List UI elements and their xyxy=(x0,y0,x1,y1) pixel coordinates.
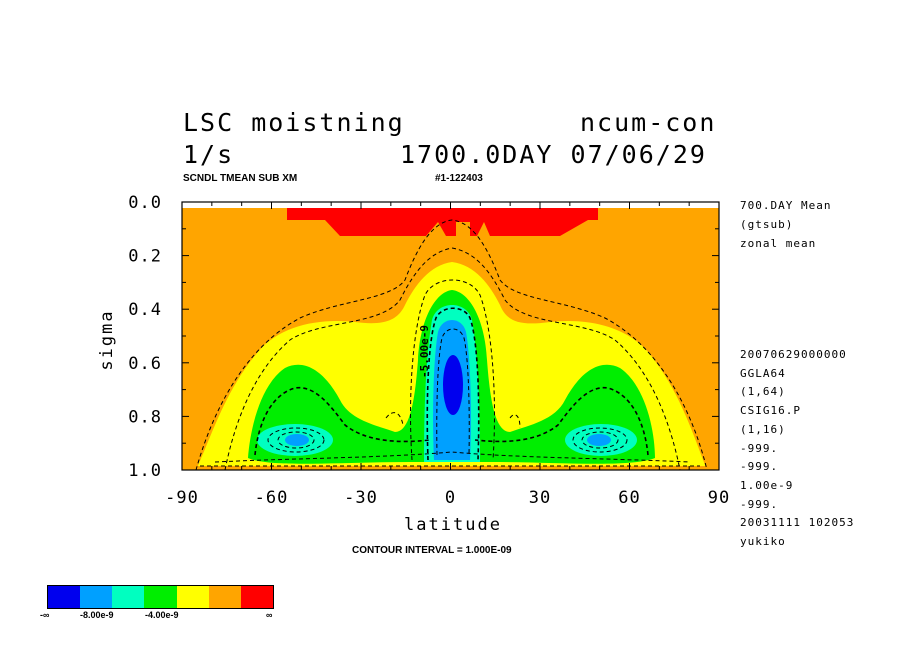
side-info-line: zonal mean xyxy=(740,237,817,250)
title-right-2: 1700.0DAY 07/06/29 xyxy=(400,140,707,169)
colorbar-swatch xyxy=(240,586,273,608)
x-tick-label: -90 xyxy=(165,488,199,508)
contour-lines xyxy=(195,219,708,470)
colorbar-swatch xyxy=(80,586,113,608)
contour-line xyxy=(410,279,495,461)
colorbar-label-pos-inf: ∞ xyxy=(266,610,273,620)
colorbar-label-neg-inf: -∞ xyxy=(40,610,50,620)
filled-contours xyxy=(182,202,719,470)
y-tick-label: 0.8 xyxy=(128,407,162,427)
x-tick-label: 60 xyxy=(618,488,640,508)
colorbar-swatch xyxy=(112,586,145,608)
x-tick-label: -30 xyxy=(344,488,378,508)
y-tick-label: 0.4 xyxy=(128,300,162,320)
title-left-2: 1/s xyxy=(183,140,235,169)
colorbar-label: -4.00e-9 xyxy=(145,610,179,620)
side-info-line: 700.DAY Mean xyxy=(740,199,832,212)
contour-line xyxy=(385,412,404,426)
y-tick-label: 0.2 xyxy=(128,247,162,267)
side-info-line: yukiko xyxy=(740,535,786,549)
colorbar-swatch xyxy=(176,586,209,608)
subtitle-left: SCNDL TMEAN SUB XM xyxy=(183,173,298,184)
side-info-line: (1,64) xyxy=(740,385,786,399)
contour-line xyxy=(581,431,619,449)
contour-line xyxy=(436,328,470,456)
axis-ticks xyxy=(181,201,720,471)
contour-line xyxy=(267,427,325,453)
y-axis-title: sigma xyxy=(97,309,117,370)
side-info-line: (1,16) xyxy=(740,422,786,436)
subtitle-right: #1-122403 xyxy=(435,173,483,184)
side-info-line: 1.00e-9 xyxy=(740,478,794,492)
contour-line xyxy=(426,307,480,461)
x-axis-title: latitude xyxy=(404,515,502,535)
contour-line xyxy=(254,387,431,456)
fill-darkblue-core xyxy=(443,355,463,415)
side-info-top: 700.DAY Mean (gtsub) zonal mean xyxy=(740,196,831,253)
contour-interval: CONTOUR INTERVAL = 1.000E-09 xyxy=(352,545,512,556)
contour-line xyxy=(572,427,628,453)
x-tick-label: 30 xyxy=(529,488,551,508)
x-tick-label: 0 xyxy=(445,488,456,508)
side-info-line: CSIG16.P xyxy=(740,404,801,418)
side-info-line: -999. xyxy=(740,497,779,511)
fill-blue-north xyxy=(587,434,611,446)
colorbar-label: -8.00e-9 xyxy=(80,610,114,620)
axis-tick-labels: -90 -60 -30 0 30 60 90 0.0 0.2 0.4 0.6 0.8 1.0 xyxy=(128,193,730,508)
contour-line xyxy=(474,387,649,456)
contour-line xyxy=(277,431,315,449)
side-info-line: GGLA64 xyxy=(740,366,786,380)
side-info-line: (gtsub) xyxy=(740,218,794,231)
contour-line xyxy=(195,219,708,470)
colorbar-swatch xyxy=(144,586,177,608)
side-info-line: 20031111 102053 xyxy=(740,516,855,530)
y-tick-label: 0.6 xyxy=(128,354,162,374)
contour-label: -5.00e-9 xyxy=(418,325,431,378)
colorbar-swatch xyxy=(208,586,241,608)
y-tick-label: 0.0 xyxy=(128,193,162,213)
contour-line xyxy=(509,414,521,429)
title-right-1: ncum-con xyxy=(580,108,717,137)
contour-line xyxy=(214,451,691,463)
side-info-line: 20070629000000 xyxy=(740,348,847,361)
colorbar-swatch xyxy=(48,586,81,608)
x-tick-label: -60 xyxy=(255,488,289,508)
title-left-1: LSC moistning xyxy=(183,108,405,137)
y-tick-label: 1.0 xyxy=(128,461,162,481)
x-tick-label: 90 xyxy=(708,488,730,508)
side-info-bottom: 20070629000000 GGLA64 (1,64) CSIG16.P (1… xyxy=(740,346,854,552)
side-info-line: -999. xyxy=(740,460,779,474)
side-info-line: -999. xyxy=(740,441,779,455)
fill-red xyxy=(287,208,598,236)
fill-blue-south xyxy=(285,434,309,446)
contour-line xyxy=(224,247,681,470)
colorbar xyxy=(47,585,274,609)
